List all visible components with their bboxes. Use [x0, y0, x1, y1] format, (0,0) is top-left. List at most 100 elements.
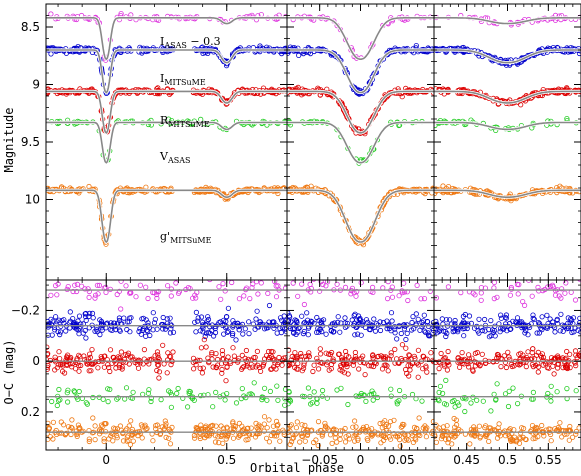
residual-point [174, 390, 180, 396]
residual-point [96, 282, 103, 288]
residual-point [422, 329, 428, 335]
residual-point [342, 284, 349, 290]
residual-point [342, 439, 349, 445]
residual-point [287, 398, 294, 404]
residual-point [190, 355, 197, 361]
residual-point [230, 425, 237, 432]
residual-point [200, 329, 206, 335]
residual-point [557, 420, 563, 426]
x-tick-label: 0.5 [217, 453, 236, 467]
residual-point [530, 346, 536, 352]
residual-point [317, 346, 323, 352]
residual-point [314, 355, 320, 361]
residual-point [500, 326, 507, 332]
residual-point [375, 430, 381, 436]
residual-point [92, 328, 98, 334]
residual-point [576, 425, 581, 431]
residual-point [156, 369, 163, 375]
residual-point [266, 319, 272, 325]
residual-point [491, 280, 497, 285]
residual-point [143, 284, 149, 290]
residual-point [121, 315, 127, 321]
model-curve [434, 90, 581, 104]
residual-point [156, 288, 162, 295]
residual-point [57, 355, 63, 362]
residual-point [567, 351, 573, 357]
residual-point [308, 428, 314, 434]
residual-point [197, 328, 203, 334]
residual-point [218, 423, 224, 429]
residual-point [231, 353, 237, 359]
residual-point [183, 272, 187, 276]
residual-point [405, 362, 411, 369]
residual-point [474, 397, 480, 403]
residual-point [385, 280, 391, 285]
residual-point [154, 295, 160, 301]
residual-point [213, 365, 220, 371]
residual-point [446, 362, 452, 368]
residual-point [334, 281, 340, 287]
residual-point [289, 436, 295, 442]
residual-point [155, 362, 161, 368]
residual-point [193, 329, 199, 335]
residual-point [52, 314, 59, 320]
residual-point [551, 359, 557, 365]
residual-point [430, 327, 434, 333]
marks-layer [46, 11, 581, 449]
residual-point [219, 366, 225, 373]
residual-point [126, 319, 132, 325]
residual-point [486, 438, 492, 444]
residual-point [88, 368, 94, 374]
residual-point [282, 386, 287, 392]
residual-point [352, 332, 358, 338]
residual-point [161, 361, 167, 367]
residual-point [365, 319, 371, 325]
residual-point [353, 424, 359, 430]
residual-point [482, 357, 488, 363]
residual-point [255, 362, 261, 368]
residual-point [393, 356, 400, 362]
residual-point [167, 428, 173, 434]
residual-point [324, 362, 330, 368]
residual-point [199, 370, 205, 376]
residual-point [421, 295, 428, 302]
residual-point [168, 361, 174, 368]
residual-point [274, 330, 280, 336]
residual-point [145, 328, 151, 334]
residual-point [380, 319, 387, 326]
residual-point [267, 388, 273, 394]
residual-point [316, 329, 322, 335]
residual-point [503, 364, 509, 371]
residual-point [113, 326, 119, 333]
residual-point [304, 310, 310, 316]
residual-point [114, 426, 121, 432]
residual-point [203, 423, 209, 429]
residual-point [534, 330, 540, 336]
residual-point [398, 424, 404, 430]
residual-point [87, 354, 93, 360]
residual-point [362, 371, 368, 378]
residual-point [555, 424, 562, 431]
residual-point [280, 357, 286, 363]
residual-point [173, 280, 179, 286]
residual-point [413, 311, 419, 317]
residual-point [394, 336, 400, 342]
residual-point [478, 297, 484, 303]
residual-point [414, 282, 420, 288]
residual-point [399, 288, 405, 294]
residual-point [294, 419, 300, 425]
residual-point [355, 437, 361, 443]
residual-point [310, 439, 317, 446]
residual-point [307, 281, 313, 287]
residual-point [529, 293, 535, 299]
residual-point [164, 316, 170, 322]
residual-point [80, 428, 86, 434]
residual-point [240, 428, 246, 434]
residual-point [389, 284, 395, 290]
residual-point [401, 322, 407, 328]
residual-point [495, 352, 501, 358]
residual-point [170, 349, 176, 355]
series-label: g'MITSuME [160, 230, 212, 245]
data-point [413, 42, 419, 49]
